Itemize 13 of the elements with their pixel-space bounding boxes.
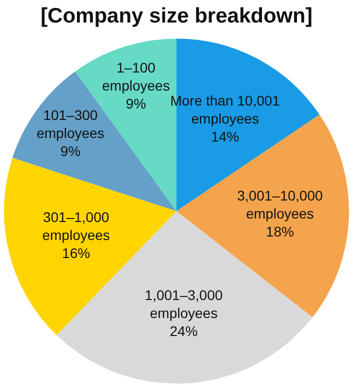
data-label: 24% xyxy=(170,323,198,340)
data-label: 9% xyxy=(126,95,146,112)
data-label: 9% xyxy=(60,142,81,159)
data-label: 16% xyxy=(62,245,90,261)
slice-label: 301–1,000 employees xyxy=(42,209,110,243)
data-label: 18% xyxy=(266,224,294,240)
slice-label: 1–100 employees xyxy=(102,59,170,94)
chart-title: [Company size breakdown] xyxy=(40,4,312,28)
data-label: 14% xyxy=(211,128,240,145)
slice-label: 3,001–10,000 employees xyxy=(237,188,323,222)
slice-label: More than 10,001 employees xyxy=(170,92,280,127)
slice-label: 101–300 employees xyxy=(36,106,104,141)
slice-label: 1,001–3,000 employees xyxy=(144,287,223,322)
